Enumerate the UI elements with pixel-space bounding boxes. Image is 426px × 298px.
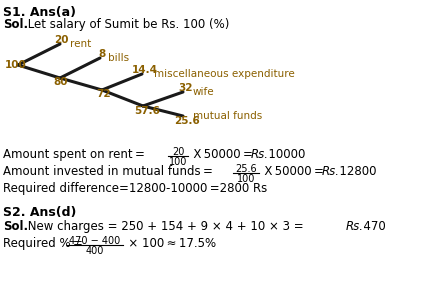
Text: Rs.: Rs.	[321, 165, 339, 178]
Text: miscellaneous expenditure: miscellaneous expenditure	[154, 69, 294, 79]
Text: S1. Ans(a): S1. Ans(a)	[3, 6, 76, 19]
Text: 32: 32	[178, 83, 193, 93]
Text: 80: 80	[54, 77, 68, 87]
Text: Rs.: Rs.	[250, 148, 268, 161]
Text: Rs.: Rs.	[345, 220, 363, 233]
Text: 470 − 400: 470 − 400	[69, 236, 120, 246]
Text: 25.6: 25.6	[235, 164, 256, 174]
Text: S2. Ans(d): S2. Ans(d)	[3, 206, 76, 219]
Text: X 50000 =: X 50000 =	[190, 148, 255, 161]
Text: 57.6: 57.6	[134, 106, 160, 116]
Text: 400: 400	[86, 246, 104, 256]
Text: Sol.: Sol.	[3, 18, 28, 31]
Text: 100: 100	[168, 157, 187, 167]
Text: 10000: 10000	[265, 148, 305, 161]
Text: bills: bills	[108, 53, 129, 63]
Text: 100: 100	[236, 174, 255, 184]
Text: wife: wife	[193, 87, 214, 97]
Text: X 50000 =: X 50000 =	[262, 165, 325, 178]
Text: mutual funds: mutual funds	[193, 111, 262, 121]
Text: Amount invested in mutual funds =: Amount invested in mutual funds =	[3, 165, 215, 178]
Text: 14.4: 14.4	[132, 65, 158, 75]
Text: × 100 ≈ 17.5%: × 100 ≈ 17.5%	[126, 237, 216, 250]
Text: 20: 20	[54, 35, 68, 45]
Text: 100: 100	[5, 60, 27, 70]
Text: Let salary of Sumit be Rs. 100 (%): Let salary of Sumit be Rs. 100 (%)	[24, 18, 229, 31]
Text: 470: 470	[360, 220, 385, 233]
Text: Amount spent on rent =: Amount spent on rent =	[3, 148, 147, 161]
Text: Required difference=12800-10000 =2800 Rs: Required difference=12800-10000 =2800 Rs	[3, 182, 267, 195]
Text: 8: 8	[98, 49, 105, 59]
Text: Sol.: Sol.	[3, 220, 28, 233]
Text: 20: 20	[171, 147, 184, 157]
Text: 12800: 12800	[336, 165, 376, 178]
Text: Required % =: Required % =	[3, 237, 85, 250]
Text: 72: 72	[96, 89, 111, 99]
Text: rent: rent	[70, 39, 91, 49]
Text: New charges = 250 + 154 + 9 × 4 + 10 × 3 =: New charges = 250 + 154 + 9 × 4 + 10 × 3…	[24, 220, 307, 233]
Text: 25.6: 25.6	[174, 116, 199, 126]
